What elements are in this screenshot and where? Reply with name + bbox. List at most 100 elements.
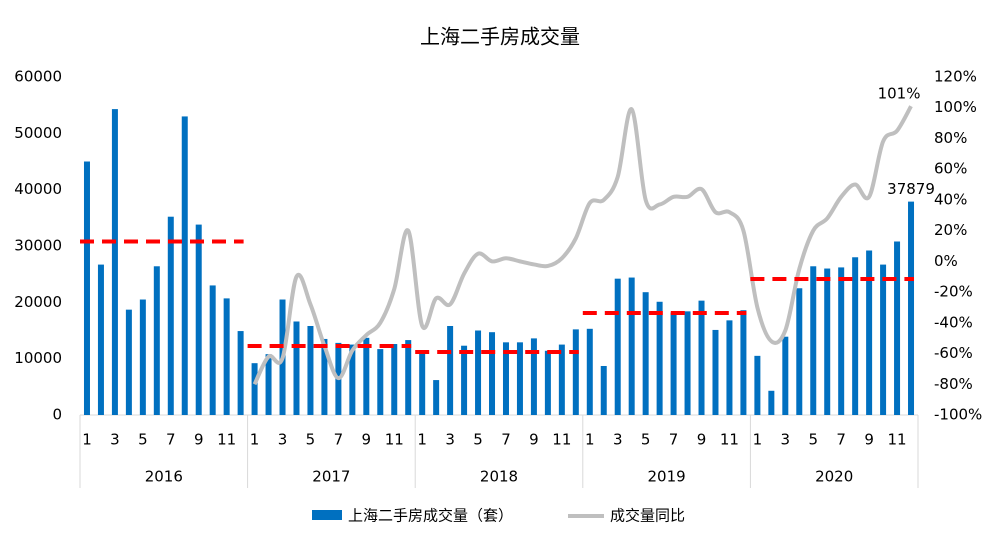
- y2-tick-label: 0%: [934, 252, 958, 270]
- x-tick-label: 11: [217, 431, 236, 449]
- bar: [223, 298, 230, 415]
- y-tick-label: 10000: [14, 349, 62, 367]
- x-tick-label: 9: [529, 431, 539, 449]
- x-tick-label: 5: [473, 431, 483, 449]
- x-tick-label: 1: [585, 431, 595, 449]
- group-label: 2020: [815, 468, 853, 486]
- group-label: 2017: [312, 468, 350, 486]
- y-tick-label: 50000: [14, 124, 62, 142]
- bar: [502, 342, 509, 415]
- x-tick-label: 11: [888, 431, 907, 449]
- bar: [530, 338, 537, 415]
- x-tick-label: 1: [250, 431, 260, 449]
- bar: [586, 328, 593, 415]
- x-tick-label: 5: [138, 431, 148, 449]
- group-label: 2016: [145, 468, 183, 486]
- bar: [824, 268, 831, 415]
- y2-tick-label: 80%: [934, 129, 967, 147]
- bar: [349, 344, 356, 415]
- x-tick-label: 7: [836, 431, 846, 449]
- data-label: 101%: [878, 85, 921, 103]
- bar: [712, 329, 719, 415]
- bar: [293, 321, 300, 415]
- group-label: 2019: [648, 468, 686, 486]
- group-label: 2018: [480, 468, 518, 486]
- bar: [698, 300, 705, 415]
- x-tick-label: 1: [82, 431, 92, 449]
- bar: [782, 336, 789, 415]
- bar: [391, 344, 398, 415]
- y-tick-label: 40000: [14, 180, 62, 198]
- x-tick-label: 3: [445, 431, 455, 449]
- bar: [642, 292, 649, 415]
- x-tick-label: 1: [753, 431, 763, 449]
- bar: [209, 285, 216, 415]
- bar: [908, 201, 915, 415]
- legend-swatch: [312, 510, 342, 520]
- bar: [684, 311, 691, 415]
- line: [252, 105, 913, 386]
- bar: [894, 241, 901, 415]
- y-tick-label: 0: [52, 406, 62, 424]
- y2-tick-label: 60%: [934, 160, 967, 178]
- x-tick-label: 3: [110, 431, 120, 449]
- bar: [111, 109, 118, 416]
- bar: [125, 309, 132, 415]
- x-tick-label: 9: [362, 431, 372, 449]
- x-tick-label: 11: [552, 431, 571, 449]
- bar: [167, 216, 174, 415]
- y-tick-label: 30000: [14, 237, 62, 255]
- bar: [740, 310, 747, 415]
- y2-tick-label: 100%: [934, 98, 977, 116]
- y2-tick-label: 20%: [934, 221, 967, 239]
- bar: [153, 266, 160, 415]
- bar: [838, 267, 845, 415]
- y2-tick-label: 40%: [934, 190, 967, 208]
- bar: [139, 299, 146, 415]
- bar: [810, 266, 817, 415]
- x-tick-label: 3: [613, 431, 623, 449]
- x-tick-label: 1: [417, 431, 427, 449]
- legend-label: 成交量同比: [610, 507, 685, 525]
- bar: [251, 363, 258, 415]
- bar: [181, 116, 188, 415]
- bar: [600, 365, 607, 415]
- bar: [489, 332, 496, 415]
- x-tick-label: 5: [641, 431, 651, 449]
- bar: [97, 264, 104, 415]
- bar: [237, 331, 244, 415]
- bar: [405, 340, 412, 415]
- y2-tick-label: -100%: [934, 406, 982, 424]
- x-tick-label: 7: [166, 431, 176, 449]
- bar: [195, 224, 202, 415]
- x-tick-label: 9: [864, 431, 874, 449]
- bar: [852, 257, 859, 415]
- bar: [544, 350, 551, 415]
- bar: [628, 277, 635, 415]
- bar: [614, 278, 621, 415]
- bar: [796, 288, 803, 415]
- x-tick-label: 3: [278, 431, 288, 449]
- bar: [866, 250, 873, 415]
- y-tick-label: 60000: [14, 68, 62, 86]
- bar: [754, 355, 761, 415]
- x-tick-label: 5: [306, 431, 316, 449]
- x-tick-label: 9: [194, 431, 204, 449]
- data-label: 37879: [887, 180, 935, 198]
- y2-tick-label: -80%: [934, 375, 973, 393]
- bar: [461, 345, 468, 415]
- y2-tick-label: -20%: [934, 283, 973, 301]
- x-tick-label: 9: [697, 431, 707, 449]
- chart-title: 上海二手房成交量: [420, 25, 580, 49]
- bar: [321, 338, 328, 415]
- x-tick-label: 5: [808, 431, 818, 449]
- bar: [307, 325, 314, 415]
- x-tick-label: 11: [385, 431, 404, 449]
- bar: [363, 337, 370, 415]
- y2-tick-label: -60%: [934, 344, 973, 362]
- bar: [516, 342, 523, 415]
- bar: [670, 312, 677, 415]
- bar: [419, 352, 426, 415]
- y2-tick-label: 120%: [934, 68, 977, 86]
